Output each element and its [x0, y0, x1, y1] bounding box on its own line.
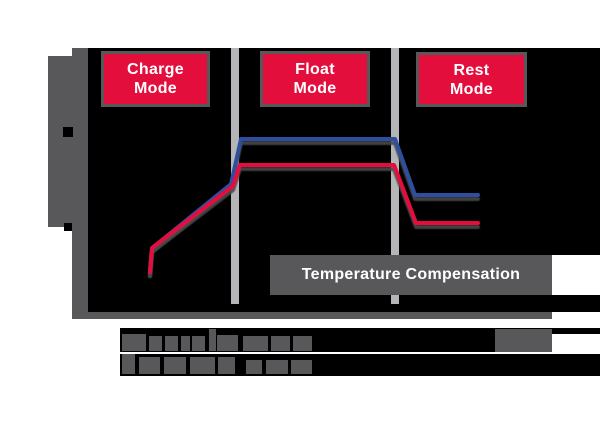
- background-carveout: [552, 255, 600, 295]
- y-axis-text-remnant: [64, 223, 72, 231]
- temperature-compensation-text: Temperature Compensation: [301, 266, 521, 283]
- y-axis-line: [72, 48, 88, 319]
- red-voltage-curve: [148, 163, 480, 274]
- banner-rest-mode: Rest Mode: [416, 52, 527, 107]
- blue-voltage-curve: [148, 137, 480, 274]
- legend-swatch-red: [81, 361, 115, 366]
- banner-charge-mode: Charge Mode: [101, 51, 210, 107]
- banner-float-line2: Mode: [293, 80, 337, 97]
- banner-float-mode: Float Mode: [260, 51, 370, 107]
- banner-charge-line2: Mode: [134, 80, 177, 97]
- banner-rest-line2: Mode: [450, 80, 493, 98]
- legend-row1-strip: [552, 328, 600, 334]
- legend-label-row2-redacted: [120, 354, 600, 376]
- legend-label-row1-redacted: [120, 328, 552, 352]
- banner-float-line1: Float: [295, 61, 335, 78]
- temperature-compensation-label: Temperature Compensation: [270, 255, 552, 295]
- banner-charge-line1: Charge: [127, 61, 184, 78]
- legend-swatch-blue: [80, 337, 115, 341]
- banner-rest-line1: Rest: [453, 61, 490, 79]
- x-axis-line: [72, 312, 552, 319]
- y-axis-text-remnant: [63, 127, 73, 137]
- stage-divider-float-rest: [391, 48, 399, 304]
